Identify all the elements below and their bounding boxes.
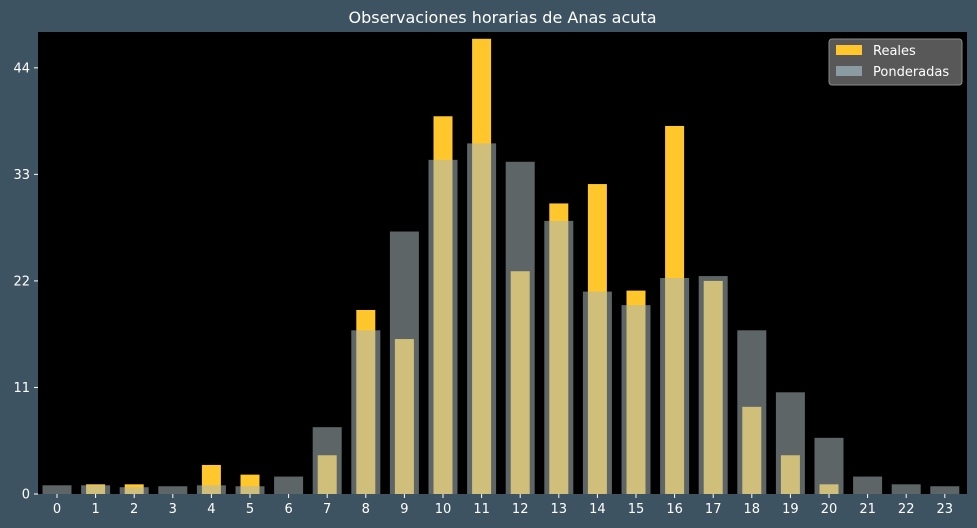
- bar-ponderadas-14: [582, 291, 612, 494]
- x-tick-label: 22: [898, 502, 915, 517]
- bar-ponderadas-15: [621, 305, 651, 494]
- bars-ponderadas: [42, 143, 960, 494]
- legend-label-reales: Reales: [873, 44, 916, 59]
- x-tick-label: 4: [207, 502, 215, 517]
- y-tick-label: 11: [13, 381, 30, 396]
- y-tick-label: 22: [13, 274, 30, 289]
- bar-ponderadas-2: [119, 487, 149, 494]
- y-tick-label: 0: [22, 488, 30, 503]
- bar-ponderadas-7: [312, 427, 342, 494]
- bar-ponderadas-23: [930, 486, 960, 494]
- x-tick-label: 7: [323, 502, 331, 517]
- bar-ponderadas-21: [853, 476, 883, 494]
- plot-area: [38, 32, 967, 494]
- x-tick-label: 17: [705, 502, 722, 517]
- x-tick-label: 6: [284, 502, 292, 517]
- bar-ponderadas-20: [814, 437, 844, 494]
- bar-ponderadas-12: [505, 161, 535, 494]
- bar-ponderadas-8: [351, 330, 381, 494]
- y-tick-label: 33: [13, 168, 30, 183]
- bar-ponderadas-1: [81, 485, 111, 494]
- legend-label-ponderadas: Ponderadas: [873, 65, 949, 80]
- x-tick-label: 21: [859, 502, 876, 517]
- bar-ponderadas-6: [274, 476, 304, 494]
- bar-ponderadas-22: [891, 484, 921, 494]
- bar-ponderadas-11: [467, 143, 497, 494]
- legend-box: [828, 38, 963, 86]
- bar-ponderadas-0: [42, 485, 72, 494]
- legend-swatch-ponderadas: [836, 66, 862, 76]
- x-tick-label: 11: [473, 502, 490, 517]
- x-tick-label: 12: [512, 502, 529, 517]
- x-tick-label: 18: [744, 502, 761, 517]
- legend-swatch-reales: [836, 45, 862, 55]
- x-tick-label: 9: [400, 502, 408, 517]
- bar-ponderadas-10: [428, 159, 458, 494]
- x-tick-label: 20: [821, 502, 838, 517]
- y-axis: 0 11 22 33 44: [13, 61, 38, 503]
- legend: Reales Ponderadas: [828, 38, 963, 86]
- bar-ponderadas-13: [544, 220, 574, 494]
- x-tick-label: 16: [666, 502, 683, 517]
- x-tick-label: 3: [169, 502, 177, 517]
- bar-ponderadas-16: [660, 278, 690, 494]
- bar-ponderadas-5: [235, 486, 265, 494]
- x-tick-label: 19: [782, 502, 799, 517]
- x-tick-label: 15: [628, 502, 645, 517]
- x-tick-label: 10: [435, 502, 452, 517]
- x-axis: 0 1 2 3 4 5 6 7 8 9 10 11 12 13 14 15 16 17 18 19 20 21 22 23: [53, 494, 953, 517]
- bar-ponderadas-17: [698, 276, 728, 494]
- bar-ponderadas-9: [389, 231, 419, 494]
- x-tick-label: 1: [91, 502, 99, 517]
- x-tick-label: 2: [130, 502, 138, 517]
- x-tick-label: 23: [937, 502, 954, 517]
- chart-title: Observaciones horarias de Anas acuta: [349, 8, 657, 27]
- bar-ponderadas-18: [737, 330, 767, 494]
- bar-ponderadas-19: [775, 392, 805, 494]
- x-tick-label: 0: [53, 502, 61, 517]
- bar-ponderadas-3: [158, 486, 188, 494]
- x-tick-label: 14: [589, 502, 606, 517]
- x-tick-label: 5: [246, 502, 254, 517]
- bar-ponderadas-4: [196, 485, 226, 494]
- x-tick-label: 13: [551, 502, 568, 517]
- x-tick-label: 8: [362, 502, 370, 517]
- y-tick-label: 44: [13, 61, 30, 76]
